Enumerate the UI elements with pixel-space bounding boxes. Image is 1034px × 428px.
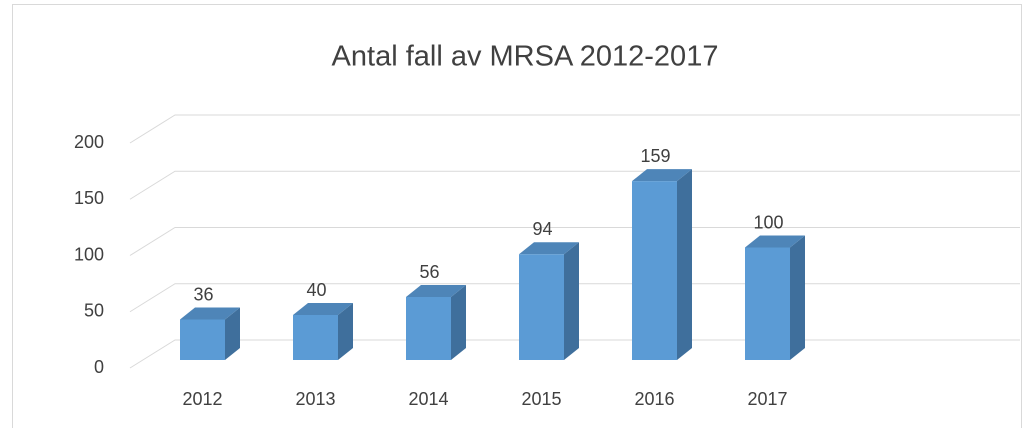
grid-line: [129, 170, 1020, 200]
bar-side: [564, 242, 579, 360]
data-label: 100: [753, 212, 783, 232]
bar-top: [519, 242, 579, 255]
y-tick-label: 100: [74, 244, 104, 264]
bar-side: [451, 285, 466, 360]
bar: [519, 254, 564, 360]
bar: [293, 315, 338, 360]
y-tick-label: 50: [84, 301, 104, 321]
bar: [745, 247, 790, 360]
data-label: 56: [419, 262, 439, 282]
chart-title: Antal fall av MRSA 2012-2017: [332, 41, 719, 73]
grid-line: [129, 339, 1020, 369]
bar-top: [745, 235, 805, 248]
y-tick-label: 200: [74, 132, 104, 152]
x-tick-label: 2013: [295, 389, 335, 409]
data-label: 94: [532, 219, 552, 239]
bar-top: [293, 303, 353, 315]
y-tick-label: 0: [94, 357, 104, 377]
bar-side: [225, 307, 240, 360]
bar-top: [406, 285, 466, 297]
grid-line: [129, 283, 1020, 313]
data-label: 159: [640, 146, 670, 166]
bar: [406, 297, 451, 360]
bar-side: [677, 169, 692, 360]
grid-line: [129, 227, 1020, 256]
x-tick-label: 2016: [634, 389, 674, 409]
bar-side: [338, 303, 353, 360]
grid-line: [129, 114, 1020, 144]
bar: [632, 181, 677, 360]
bar-top: [632, 169, 692, 182]
y-tick-label: 150: [74, 188, 104, 208]
x-tick-label: 2014: [408, 389, 448, 409]
bar-side: [790, 235, 805, 360]
data-label: 40: [306, 280, 326, 300]
x-tick-label: 2017: [747, 389, 787, 409]
x-tick-label: 2015: [521, 389, 561, 409]
x-tick-label: 2012: [182, 389, 222, 409]
data-label: 36: [193, 284, 213, 304]
bar-top: [180, 307, 240, 320]
bar: [180, 319, 225, 360]
